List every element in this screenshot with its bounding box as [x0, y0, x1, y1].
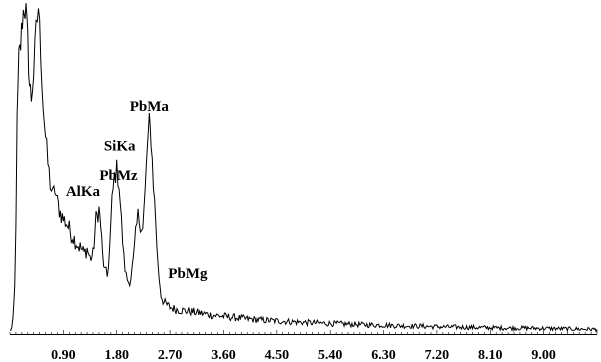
- x-tick-label: 1.80: [104, 348, 129, 362]
- spectrum-line: [9, 3, 598, 333]
- x-tick-label: 0.90: [51, 348, 76, 362]
- peak-label-pbma: PbMa: [130, 99, 170, 115]
- x-tick-label: 6.30: [371, 348, 396, 362]
- x-axis-ticks: 0.90 1.80 2.70 3.60 4.50 5.40 6.30 7.20 8.10 9.00: [9, 330, 598, 362]
- plot-area: [9, 3, 598, 333]
- peak-label-alka: AlKa: [66, 184, 101, 200]
- x-tick-label: 7.20: [425, 348, 450, 362]
- x-tick-label: 4.50: [265, 348, 290, 362]
- x-tick-label: 9.00: [531, 348, 556, 362]
- peak-label-pbmg: PbMg: [168, 266, 208, 282]
- peak-label-sika: SiKa: [104, 138, 136, 154]
- x-tick-label: 3.60: [211, 348, 236, 362]
- peak-label-pbmz: PbMz: [99, 168, 138, 184]
- x-tick-label: 2.70: [158, 348, 183, 362]
- x-tick-label: 5.40: [318, 348, 343, 362]
- x-tick-label: 8.10: [478, 348, 503, 362]
